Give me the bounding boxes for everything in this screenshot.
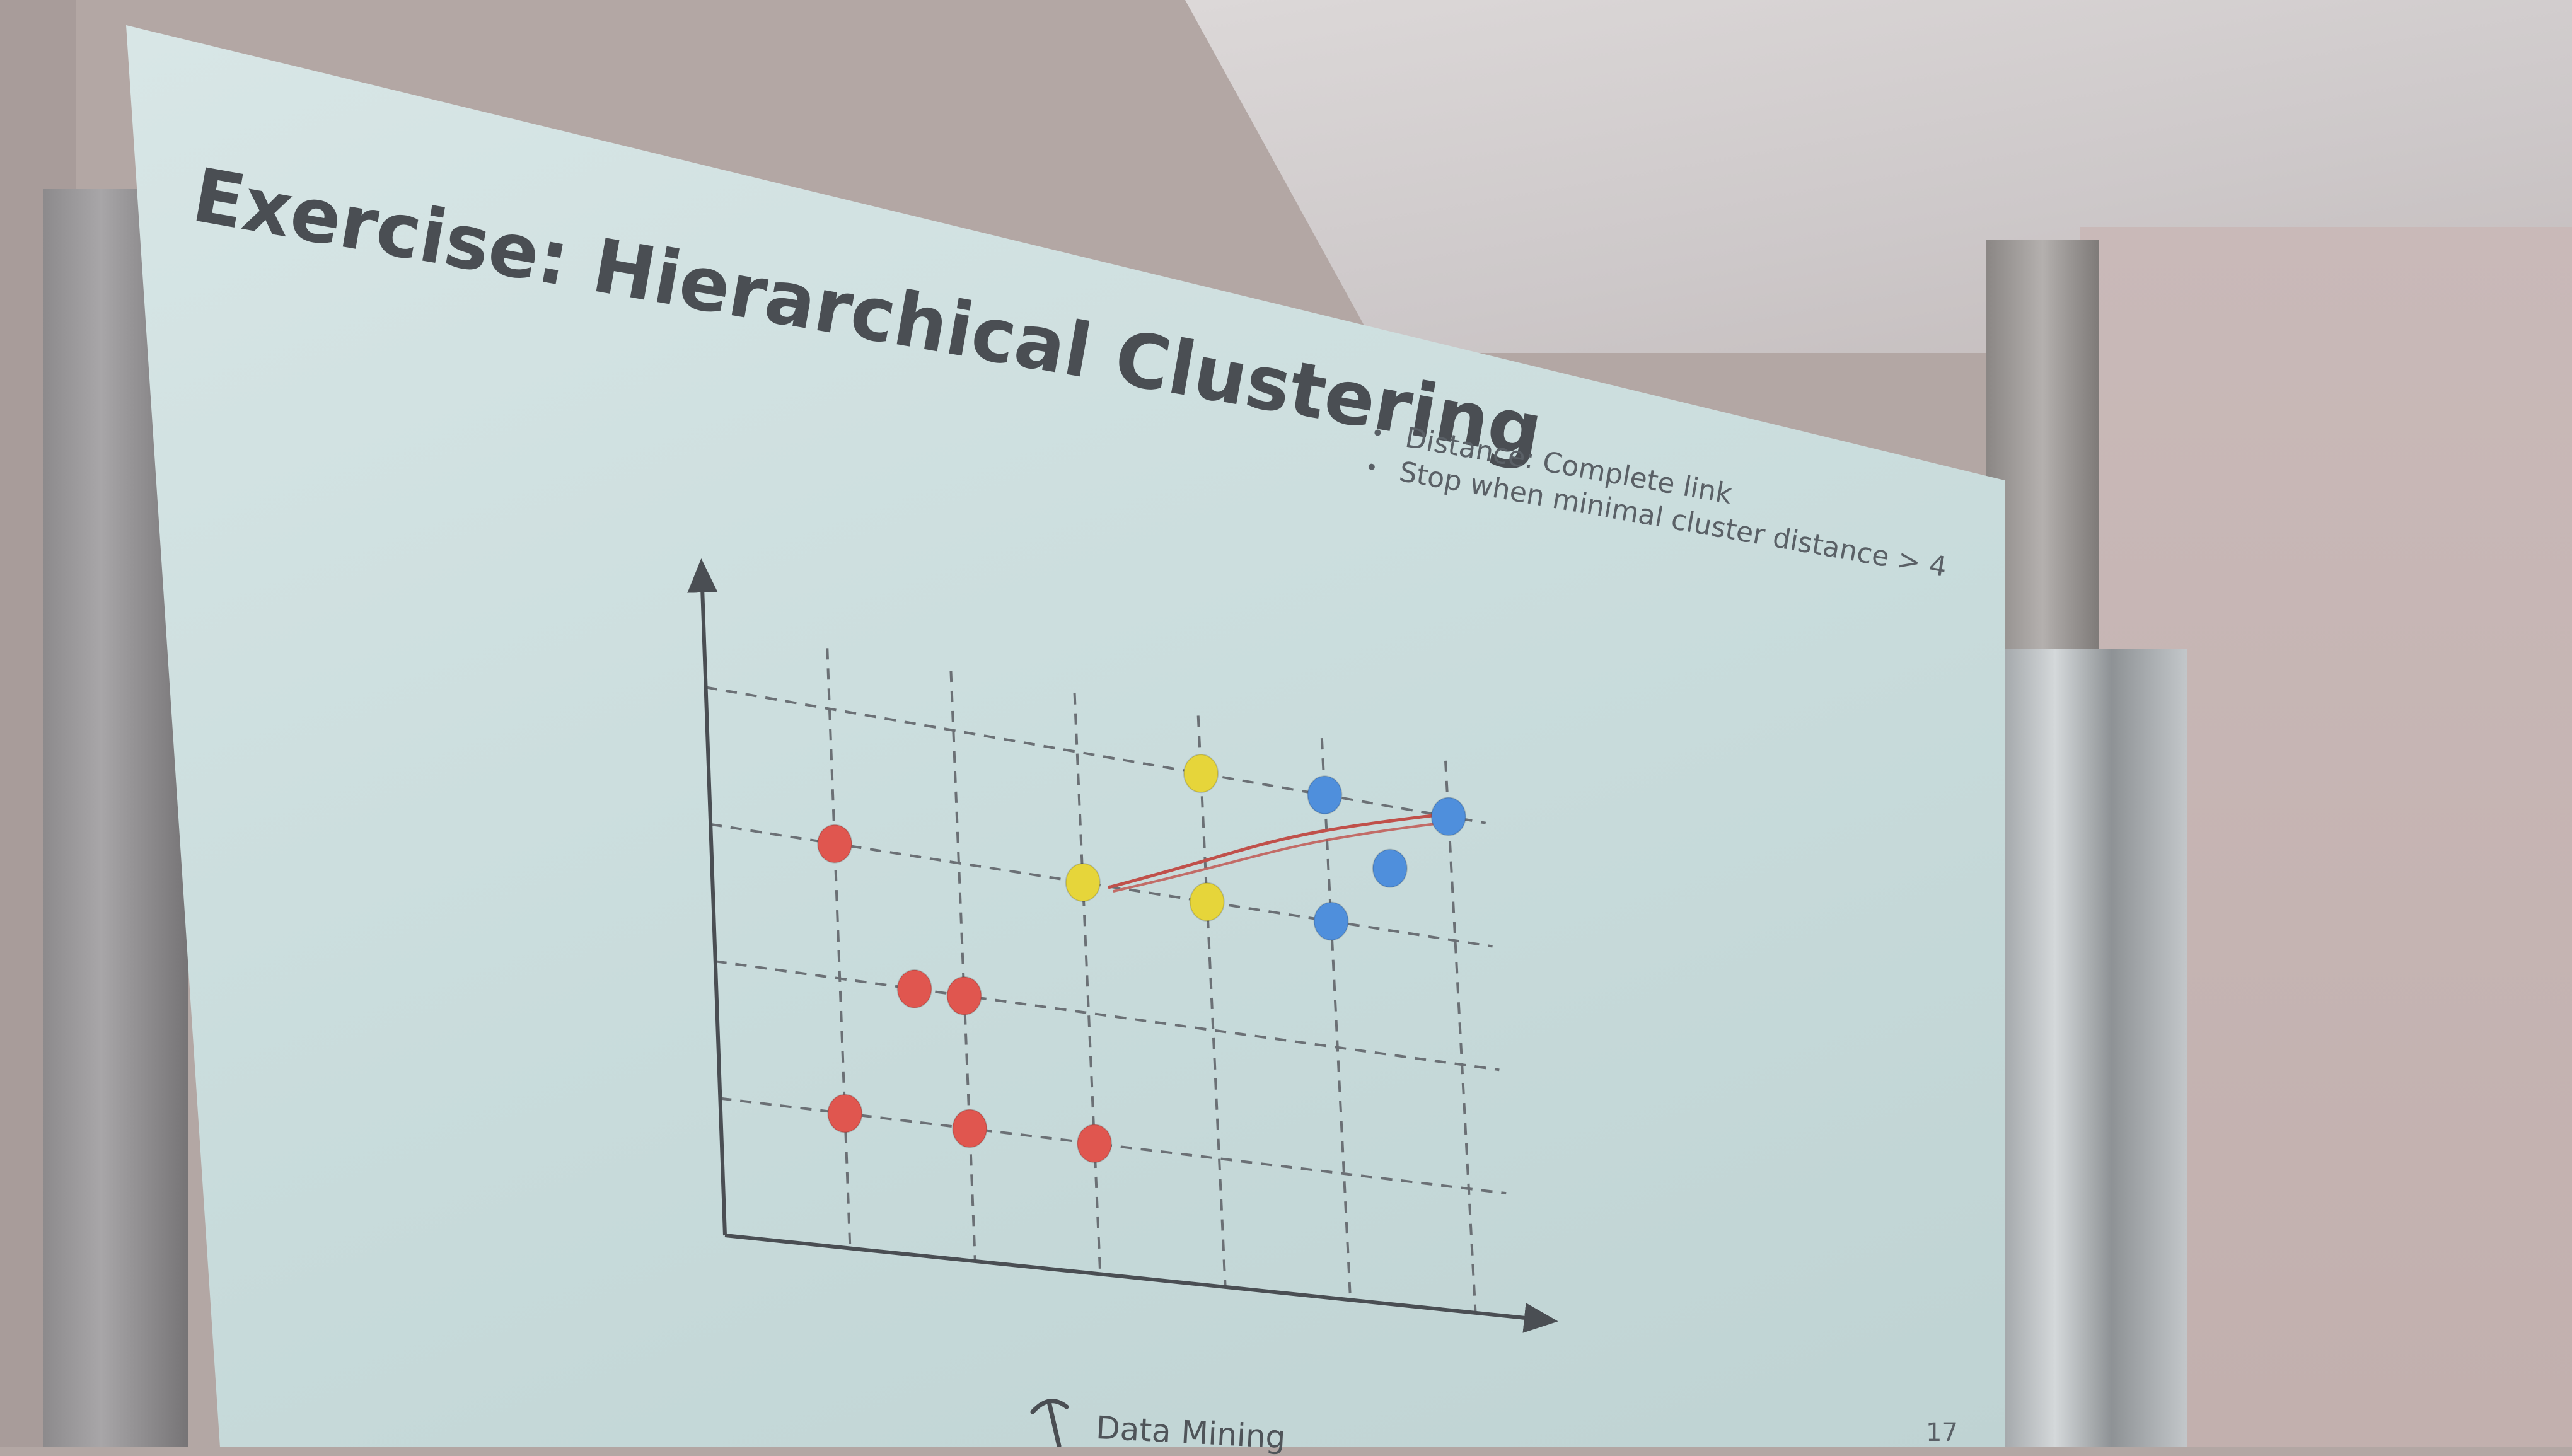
- gridline-vertical: [1073, 693, 1102, 1274]
- data-point-yellow: [1189, 882, 1225, 922]
- data-point-yellow: [1183, 754, 1219, 794]
- data-point-blue: [1307, 775, 1343, 815]
- annotation-stroke: [1108, 812, 1447, 889]
- x-axis: [724, 1234, 1558, 1333]
- data-point-red: [817, 824, 853, 864]
- data-point-red: [952, 1109, 988, 1148]
- data-point-blue: [1372, 848, 1408, 888]
- annotation-stroke: [1113, 821, 1444, 893]
- bullet-dot-icon: [1374, 429, 1382, 436]
- gridline-horizontal: [705, 686, 1486, 824]
- gridline-horizontal: [715, 960, 1500, 1072]
- data-point-blue: [1430, 797, 1466, 836]
- data-point-red: [1077, 1124, 1113, 1164]
- plot-gridlines: [705, 648, 1507, 1313]
- gridline-vertical: [1320, 738, 1352, 1300]
- gridline-vertical: [826, 648, 852, 1249]
- data-point-yellow: [1065, 863, 1101, 903]
- scatter-points: [817, 754, 1466, 1164]
- gridline-vertical: [1196, 715, 1227, 1287]
- pickaxe-logo-icon: [1030, 1399, 1069, 1447]
- data-point-red: [946, 976, 982, 1015]
- hand-drawn-annotation: [1108, 812, 1447, 893]
- y-axis: [687, 558, 727, 1236]
- gridline-vertical: [1444, 760, 1477, 1313]
- data-point-red: [827, 1094, 863, 1133]
- bullet-dot-icon: [1368, 463, 1376, 470]
- data-point-red: [896, 969, 932, 1008]
- gridline-vertical: [949, 670, 976, 1262]
- plot-axes: [687, 558, 1558, 1333]
- data-point-blue: [1313, 901, 1349, 941]
- screen-mount-bracket: [1998, 649, 2187, 1447]
- slide-page-number: 17: [1926, 1418, 1958, 1447]
